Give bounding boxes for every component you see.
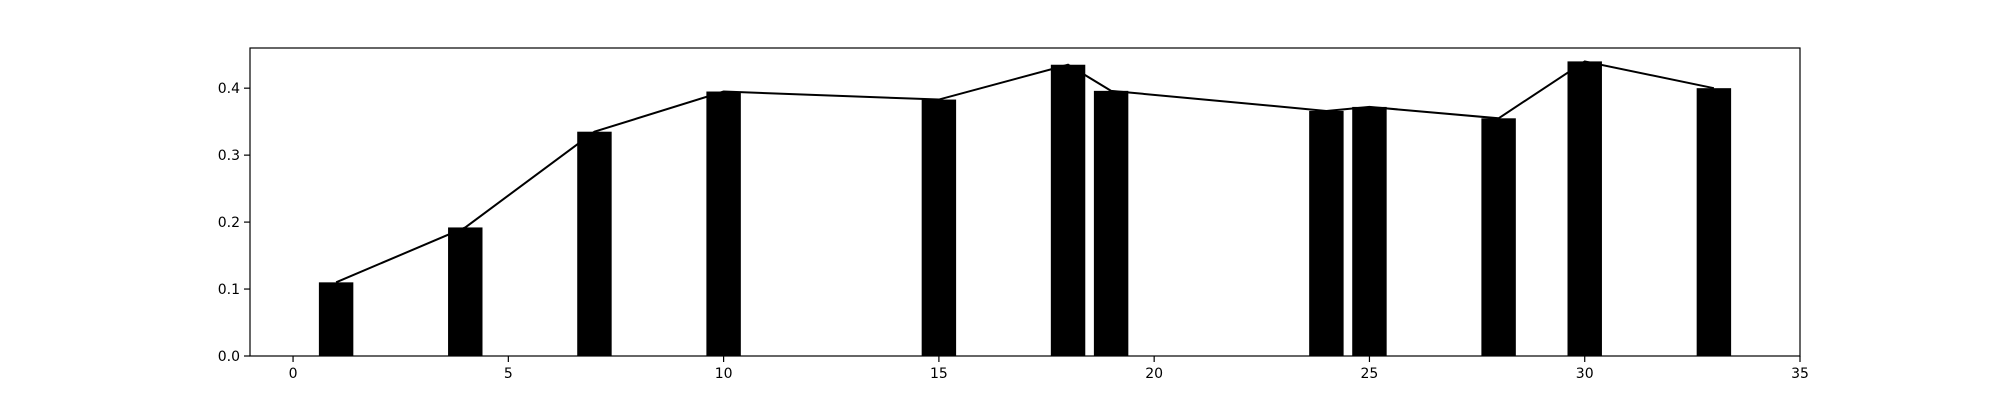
bar-25 — [1352, 106, 1387, 356]
y-tick-label-0: 0.0 — [218, 349, 240, 365]
bars-layer — [318, 61, 1732, 357]
x-tick-label-35: 35 — [1791, 366, 1809, 382]
bar-30 — [1567, 61, 1602, 357]
plot-frame — [249, 47, 1801, 357]
bar-24 — [1309, 110, 1344, 356]
bar-1 — [318, 282, 354, 356]
axes-layer: 0 5 10 15 20 25 30 35 0.0 0.1 0.2 0.3 0.4 — [218, 47, 1809, 382]
bar-18 — [1050, 64, 1086, 356]
y-tick-label-0.3: 0.3 — [218, 148, 240, 164]
bar-10 — [706, 91, 741, 357]
x-tick-label-30: 30 — [1576, 366, 1594, 382]
bar-33 — [1696, 88, 1732, 356]
x-tick-label-15: 15 — [930, 366, 948, 382]
y-tick-label-0.2: 0.2 — [218, 215, 240, 231]
bar-15 — [921, 99, 957, 356]
bar-4 — [448, 227, 483, 356]
y-tick-label-0.1: 0.1 — [218, 282, 240, 298]
line-layer — [335, 60, 1715, 284]
x-tick-label-0: 0 — [289, 366, 298, 382]
bar-28 — [1481, 118, 1516, 356]
x-tick-label-10: 10 — [715, 366, 733, 382]
x-tick-label-5: 5 — [504, 366, 513, 382]
x-tick-label-20: 20 — [1145, 366, 1163, 382]
trend-line — [335, 60, 1715, 284]
bar-7 — [577, 131, 612, 356]
bar-19 — [1093, 90, 1129, 356]
y-tick-label-0.4: 0.4 — [218, 81, 240, 97]
x-tick-label-25: 25 — [1361, 366, 1379, 382]
